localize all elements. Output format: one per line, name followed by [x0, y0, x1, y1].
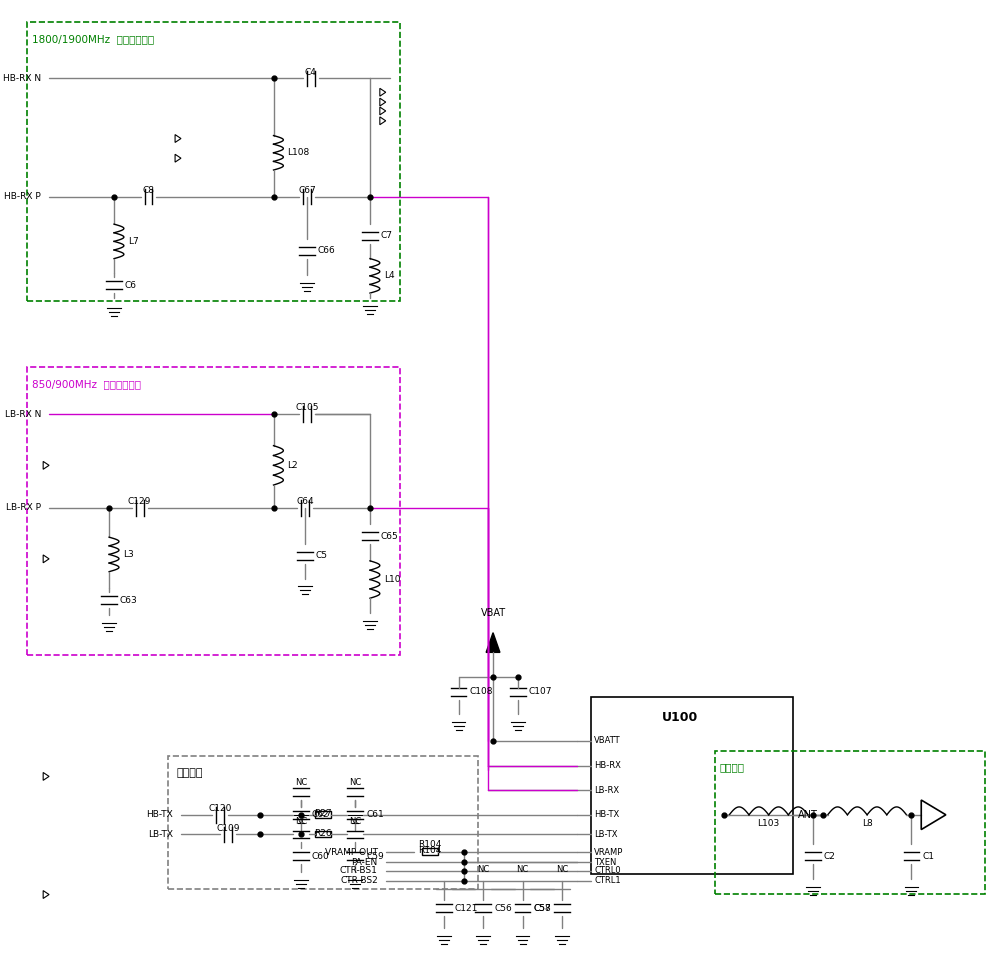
Text: CTRL0: CTRL0: [594, 866, 621, 876]
Text: C2: C2: [824, 851, 836, 861]
Text: L10: L10: [384, 575, 400, 584]
Text: CTRL1: CTRL1: [594, 877, 621, 885]
Text: C7: C7: [381, 232, 393, 240]
Text: C1: C1: [922, 851, 934, 861]
Text: 选频网络: 选频网络: [719, 763, 744, 773]
Text: VBAT: VBAT: [480, 608, 506, 618]
Text: C121: C121: [455, 904, 478, 913]
Text: C56: C56: [494, 904, 512, 913]
Text: L2: L2: [287, 461, 298, 470]
Text: C57: C57: [533, 904, 551, 913]
Text: HB-RX P: HB-RX P: [4, 192, 41, 201]
Text: U100: U100: [662, 711, 698, 725]
Bar: [591, 697, 793, 874]
Text: HB-TX: HB-TX: [146, 811, 173, 819]
Text: C65: C65: [381, 531, 399, 541]
Text: C129: C129: [128, 497, 151, 506]
Text: C108: C108: [469, 687, 493, 697]
Bar: [715, 751, 985, 893]
Bar: [27, 367, 400, 656]
Text: ANT: ANT: [798, 810, 818, 820]
Text: LB-RX: LB-RX: [594, 785, 620, 795]
Text: C59: C59: [366, 851, 384, 861]
Text: C5: C5: [316, 552, 328, 560]
Text: C60: C60: [312, 851, 330, 861]
Text: LB-RX N: LB-RX N: [5, 410, 41, 418]
Text: C61: C61: [366, 811, 384, 819]
Text: LB-TX: LB-TX: [148, 830, 173, 839]
Text: LB-RX P: LB-RX P: [6, 503, 41, 512]
Text: R104: R104: [418, 847, 442, 855]
Text: PA-EN: PA-EN: [352, 857, 378, 867]
Text: TXEN: TXEN: [594, 857, 617, 867]
Text: NC: NC: [349, 777, 361, 787]
Text: LB-TX: LB-TX: [594, 830, 618, 839]
Text: CTR-BS2: CTR-BS2: [340, 877, 378, 885]
Text: NC: NC: [516, 865, 529, 874]
Text: C64: C64: [296, 497, 314, 506]
Text: NC: NC: [477, 865, 489, 874]
Bar: [315, 811, 331, 817]
Text: C58: C58: [533, 904, 551, 913]
Bar: [422, 848, 438, 855]
Text: NC: NC: [295, 777, 307, 787]
Text: C120: C120: [209, 804, 232, 813]
Bar: [168, 756, 478, 888]
Text: L7: L7: [128, 236, 139, 246]
Text: C62: C62: [312, 811, 330, 819]
Text: NC: NC: [349, 817, 361, 826]
Text: HB-RX N: HB-RX N: [3, 74, 41, 83]
Text: C109: C109: [216, 824, 240, 833]
Text: 1800/1900MHz  模式转换电路: 1800/1900MHz 模式转换电路: [32, 34, 154, 44]
Bar: [27, 22, 400, 301]
Text: VBATT: VBATT: [594, 737, 621, 745]
Text: R27: R27: [314, 809, 332, 818]
Text: R104: R104: [418, 841, 442, 849]
Text: C107: C107: [528, 687, 552, 697]
Text: CTR-BS1: CTR-BS1: [340, 866, 378, 876]
Text: L108: L108: [287, 148, 310, 158]
Text: C67: C67: [298, 186, 316, 195]
Text: 850/900MHz  模式转换电路: 850/900MHz 模式转换电路: [32, 378, 141, 388]
Text: C66: C66: [318, 246, 336, 255]
Text: C63: C63: [120, 595, 138, 604]
Text: L8: L8: [862, 818, 872, 828]
Text: VRAMP OUT: VRAMP OUT: [325, 847, 378, 856]
Text: C105: C105: [295, 404, 319, 413]
Text: L103: L103: [758, 818, 780, 828]
Polygon shape: [486, 632, 500, 652]
Text: NC: NC: [295, 817, 307, 826]
Text: C6: C6: [125, 280, 137, 290]
Text: C4: C4: [305, 68, 317, 77]
Bar: [315, 831, 331, 838]
Text: 隔离电路: 隔离电路: [176, 768, 203, 777]
Text: HB-RX: HB-RX: [594, 761, 621, 770]
Text: C8: C8: [142, 186, 154, 195]
Text: L4: L4: [384, 271, 394, 280]
Text: R26: R26: [314, 829, 332, 838]
Text: VRAMP: VRAMP: [594, 847, 624, 856]
Text: NC: NC: [556, 865, 568, 874]
Text: HB-TX: HB-TX: [594, 811, 620, 819]
Text: L3: L3: [123, 550, 134, 559]
